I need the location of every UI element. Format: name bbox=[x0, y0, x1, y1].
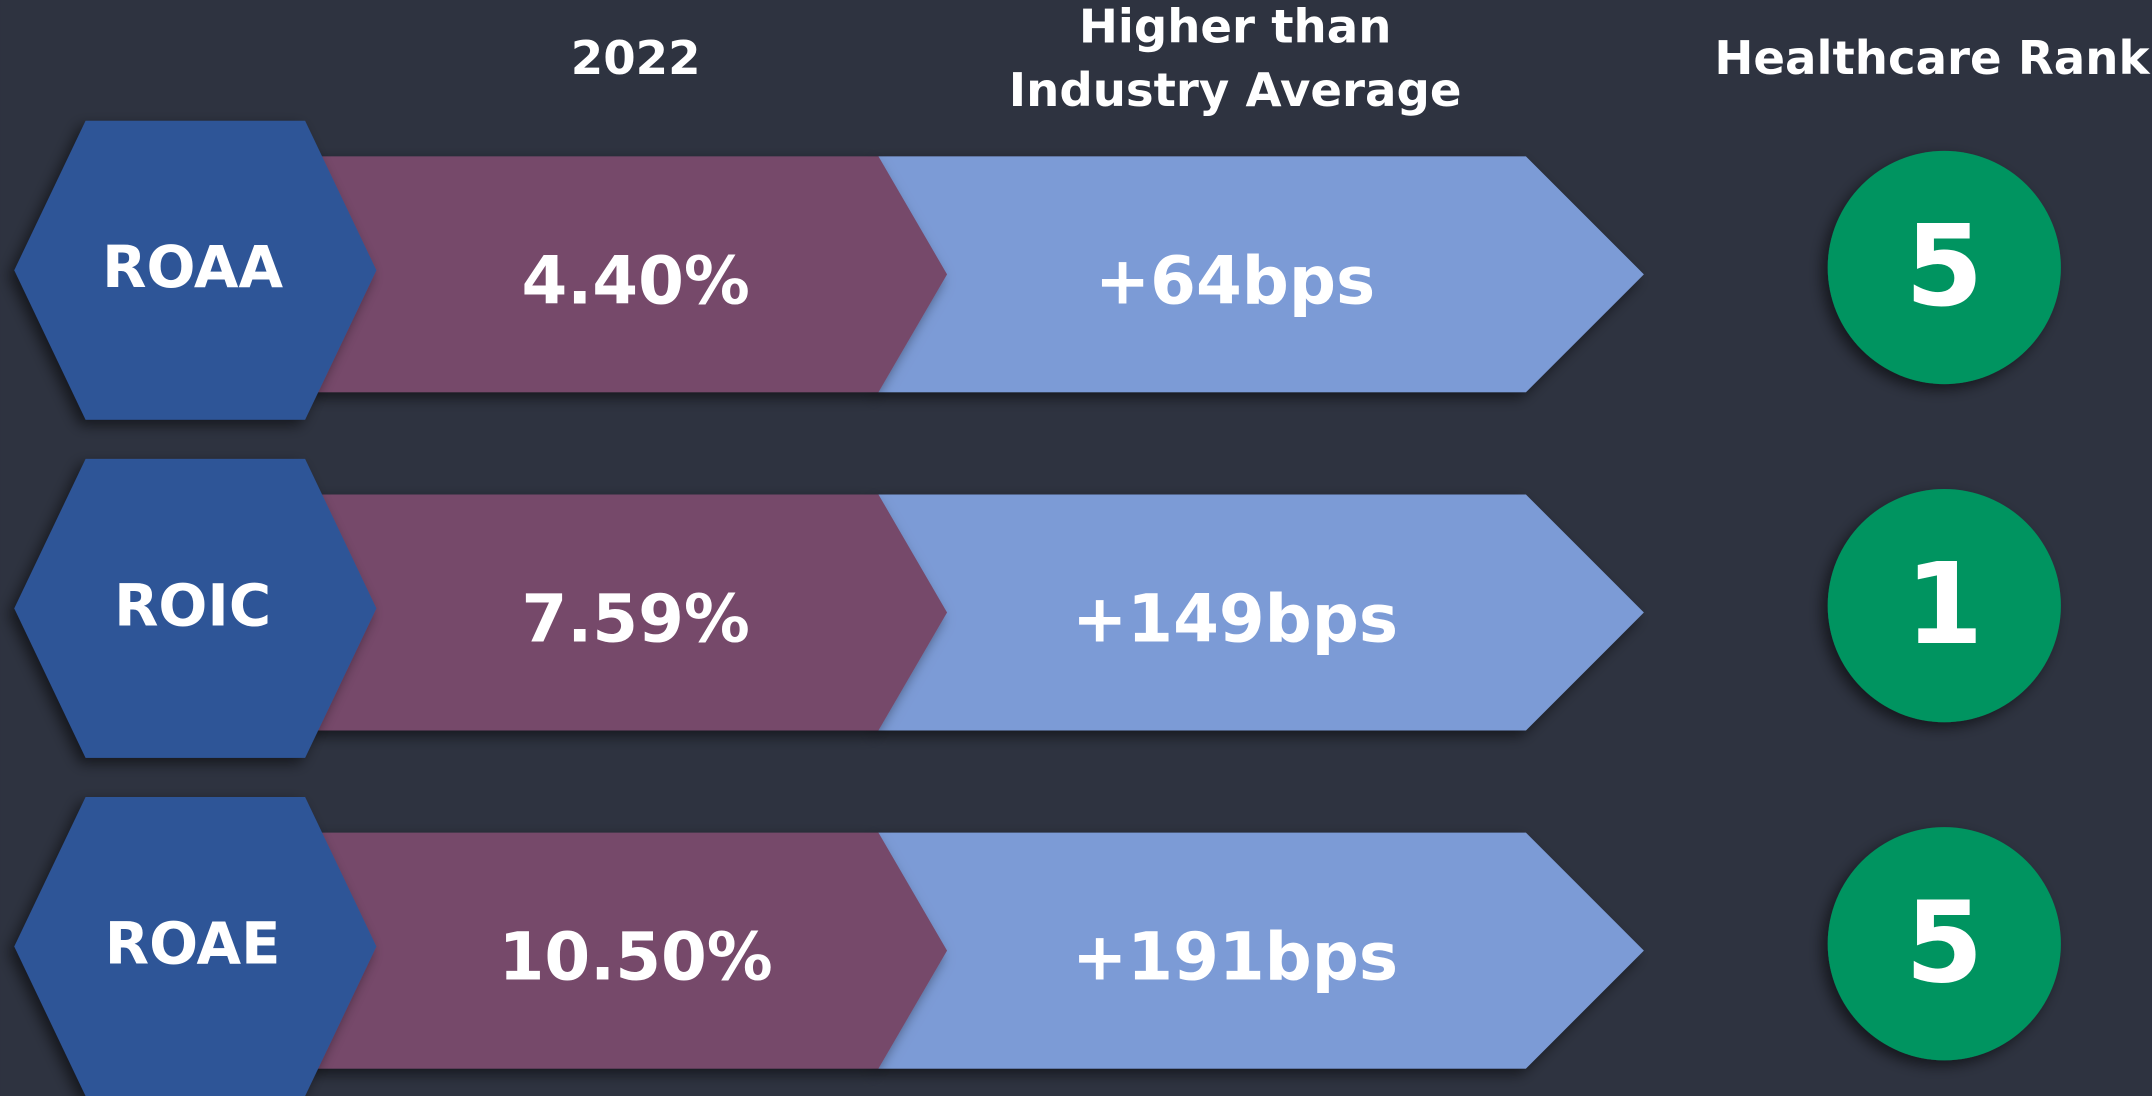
rank-header: Healthcare Rank bbox=[1714, 31, 2150, 85]
metric-hexagon bbox=[14, 120, 377, 420]
value-arrow bbox=[316, 156, 948, 393]
difference-arrow bbox=[878, 832, 1644, 1069]
value-label: 7.59% bbox=[521, 581, 749, 658]
value-arrow bbox=[316, 832, 948, 1069]
value-label: 10.50% bbox=[499, 919, 773, 996]
rank-label: 5 bbox=[1905, 201, 1983, 332]
comparison-header: Higher than bbox=[1079, 0, 1392, 54]
metric-label: ROAA bbox=[102, 234, 283, 301]
difference-label: +149bps bbox=[1072, 581, 1398, 658]
value-arrow bbox=[316, 494, 948, 731]
metric-label: ROAE bbox=[105, 910, 281, 977]
comparison-header: Industry Average bbox=[1009, 63, 1462, 117]
metric-label: ROIC bbox=[114, 572, 271, 639]
difference-label: +64bps bbox=[1095, 242, 1375, 319]
value-label: 4.40% bbox=[521, 242, 749, 319]
rank-label: 1 bbox=[1905, 539, 1983, 670]
rank-circle bbox=[1827, 150, 2061, 385]
difference-arrow bbox=[878, 494, 1644, 731]
rank-label: 5 bbox=[1905, 877, 1983, 1008]
metric-hexagon bbox=[14, 796, 377, 1096]
rank-circle bbox=[1827, 489, 2061, 723]
rank-circle bbox=[1827, 827, 2061, 1061]
year-header: 2022 bbox=[571, 31, 701, 85]
metric-hexagon bbox=[14, 458, 377, 758]
difference-label: +191bps bbox=[1072, 919, 1398, 996]
difference-arrow bbox=[878, 156, 1644, 393]
